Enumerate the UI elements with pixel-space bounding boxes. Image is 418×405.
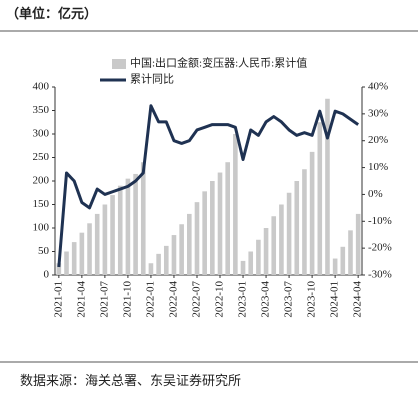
x-tick-label: 2023-01 bbox=[237, 281, 249, 318]
bar bbox=[125, 178, 131, 275]
footer: 数据来源：海关总署、东吴证券研究所 bbox=[20, 373, 241, 388]
bar bbox=[240, 260, 246, 275]
y-tick-label: 50 bbox=[38, 245, 50, 257]
y2-tick-label: 10% bbox=[368, 161, 388, 173]
x-tick-label: 2021-01 bbox=[52, 281, 64, 318]
x-tick-label: 2023-04 bbox=[260, 281, 272, 318]
x-tick-label: 2021-07 bbox=[98, 281, 110, 318]
bar bbox=[225, 162, 230, 275]
bar bbox=[233, 134, 238, 275]
bar bbox=[210, 181, 215, 275]
y-tick-label: 300 bbox=[33, 128, 50, 140]
x-tick-label: 2022-01 bbox=[144, 281, 156, 318]
x-tick-label: 2023-10 bbox=[306, 281, 318, 318]
bar bbox=[140, 162, 146, 275]
legend-label: 累计同比 bbox=[130, 73, 174, 86]
bar bbox=[71, 242, 77, 275]
bar bbox=[340, 246, 346, 275]
bar bbox=[117, 185, 123, 275]
y2-tick-label: 0% bbox=[368, 188, 383, 200]
x-tick-label: 2021-10 bbox=[121, 281, 133, 318]
x-tick-label: 2022-04 bbox=[167, 281, 179, 318]
y-tick-label: 400 bbox=[33, 81, 50, 93]
bar bbox=[156, 253, 161, 275]
bar bbox=[64, 251, 69, 275]
y2-tick-label: 20% bbox=[368, 134, 388, 146]
x-tick-label: 2022-07 bbox=[191, 281, 203, 318]
bar bbox=[279, 204, 284, 275]
bar bbox=[294, 181, 300, 275]
y-tick-label: 150 bbox=[33, 198, 50, 210]
y-tick-label: 350 bbox=[33, 104, 50, 116]
bar bbox=[163, 245, 169, 275]
y-tick-label: 200 bbox=[33, 175, 50, 187]
x-tick-label: 2024-01 bbox=[329, 281, 341, 318]
bar bbox=[133, 173, 138, 275]
bar bbox=[102, 204, 108, 275]
bar bbox=[179, 224, 184, 275]
bar bbox=[317, 122, 323, 275]
bar bbox=[325, 98, 330, 275]
bar bbox=[263, 228, 269, 275]
bar bbox=[332, 258, 338, 275]
y2-tick-label: 30% bbox=[368, 107, 388, 119]
y-tick-label: 100 bbox=[33, 222, 50, 234]
bar bbox=[348, 230, 353, 275]
legend-label: 中国:出口金额:变压器:人民币:累计值 bbox=[130, 56, 307, 70]
x-tick-label: 2021-04 bbox=[75, 281, 87, 318]
bar bbox=[56, 263, 62, 275]
y2-tick-label: -10% bbox=[368, 215, 392, 227]
bar bbox=[248, 251, 254, 275]
bar bbox=[79, 232, 85, 275]
bar bbox=[286, 192, 292, 275]
bar bbox=[355, 213, 361, 275]
bar bbox=[202, 191, 207, 275]
bar bbox=[309, 151, 315, 275]
y-tick-label: 250 bbox=[33, 151, 50, 163]
x-tick-label: 2022-10 bbox=[214, 281, 226, 318]
bar bbox=[187, 213, 192, 275]
header: （单位：亿元） bbox=[6, 6, 97, 21]
bar bbox=[148, 263, 154, 275]
y2-tick-label: 40% bbox=[368, 81, 388, 93]
bar bbox=[110, 195, 115, 275]
legend-swatch bbox=[112, 59, 126, 69]
bar bbox=[87, 223, 92, 275]
bar bbox=[94, 213, 100, 275]
bar bbox=[217, 172, 223, 275]
y2-tick-label: -20% bbox=[368, 242, 392, 254]
bar bbox=[171, 235, 177, 275]
x-tick-label: 2024-04 bbox=[352, 281, 364, 318]
bar bbox=[256, 239, 261, 275]
line bbox=[57, 104, 360, 268]
bar bbox=[302, 169, 307, 275]
x-tick-label: 2023-07 bbox=[283, 281, 295, 318]
y-tick-label: 0 bbox=[44, 269, 50, 281]
bar bbox=[194, 202, 200, 275]
y2-tick-label: -30% bbox=[368, 269, 392, 281]
bar bbox=[271, 216, 277, 275]
